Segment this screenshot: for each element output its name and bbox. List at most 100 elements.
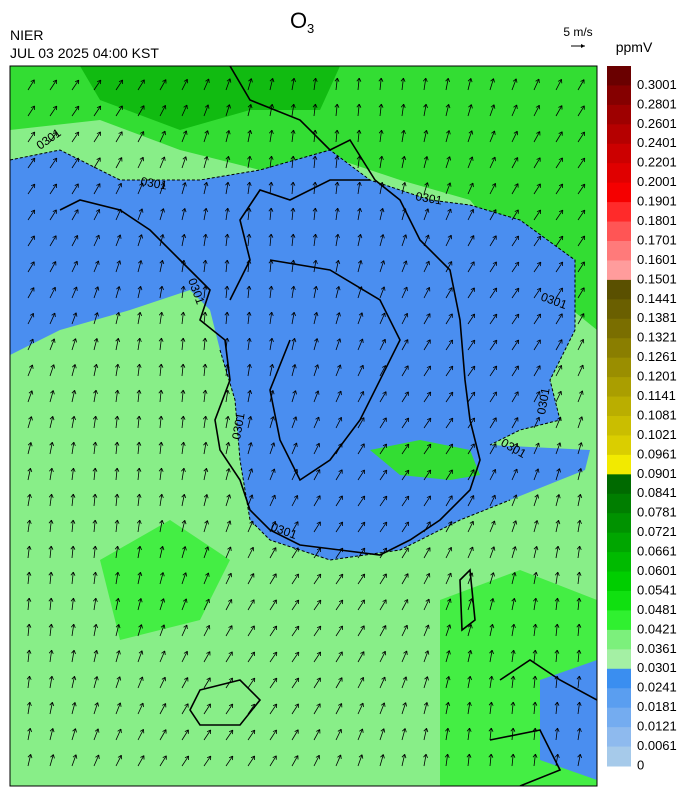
wind-arrow-head	[379, 181, 385, 187]
wind-arrow-head	[576, 623, 582, 628]
wind-arrow-head	[424, 650, 430, 655]
wind-arrow	[423, 676, 428, 689]
wind-arrow	[181, 364, 184, 377]
wind-arrow	[555, 754, 559, 767]
wind-arrow-head	[182, 598, 188, 603]
wind-arrow-head	[514, 313, 520, 319]
colorbar-box	[607, 338, 631, 359]
wind-arrow-head	[246, 207, 252, 212]
wind-arrow	[71, 131, 80, 143]
wind-arrow	[533, 676, 536, 689]
wind-arrow	[71, 572, 74, 585]
wind-arrow-head	[534, 468, 540, 473]
wind-arrow	[533, 78, 540, 91]
wind-arrow	[27, 650, 30, 663]
wind-arrow	[357, 625, 365, 637]
wind-arrow-head	[514, 365, 519, 370]
wind-arrow-head	[225, 415, 230, 421]
wind-arrow-head	[52, 235, 57, 240]
wind-arrow	[577, 390, 583, 403]
wind-arrow-head	[224, 337, 230, 342]
wind-arrow-head	[162, 79, 167, 84]
wind-arrow-head	[334, 155, 340, 160]
wind-arrow	[511, 183, 519, 195]
wind-arrow-head	[315, 442, 321, 448]
wind-arrow-head	[269, 78, 275, 83]
wind-arrow	[225, 677, 233, 689]
wind-arrow	[555, 235, 564, 247]
wind-arrow-head	[225, 156, 231, 161]
wind-arrow	[467, 130, 473, 143]
wind-arrow	[555, 468, 560, 481]
wind-arrow-head	[94, 702, 100, 707]
wind-arrow-head	[534, 520, 539, 525]
wind-arrow	[159, 156, 165, 169]
wind-arrow	[313, 182, 316, 195]
colorbar-label: 0.1021	[637, 427, 677, 442]
wind-arrow-head	[446, 156, 452, 161]
wind-arrow	[203, 78, 210, 91]
wind-arrow	[225, 260, 228, 273]
wind-arrow-head	[448, 417, 454, 423]
wind-arrow	[115, 728, 122, 741]
wind-arrow	[577, 287, 585, 299]
wind-arrow-head	[115, 624, 121, 629]
wind-arrow-head	[470, 287, 475, 292]
wind-arrow-head	[554, 623, 560, 628]
wind-arrow-head	[30, 183, 36, 189]
wind-arrow	[247, 104, 252, 117]
wind-arrow	[489, 728, 492, 741]
colorbar-box	[607, 746, 631, 767]
wind-arrow	[335, 443, 343, 455]
wind-arrow	[247, 130, 251, 143]
wind-arrow	[225, 364, 228, 377]
wind-arrow-head	[535, 442, 540, 448]
wind-arrow-head	[228, 651, 233, 656]
wind-arrow	[335, 130, 338, 143]
wind-arrow-head	[489, 624, 495, 629]
wind-arrow	[93, 754, 100, 767]
wind-arrow	[49, 572, 52, 585]
wind-arrow-head	[400, 103, 406, 108]
wind-arrow-head	[226, 520, 232, 525]
wind-arrow-head	[180, 389, 186, 394]
wind-arrow	[137, 572, 141, 585]
wind-arrow-head	[400, 77, 406, 82]
wind-arrow	[401, 78, 404, 91]
wind-arrow-head	[380, 260, 386, 265]
colorbar-box	[607, 124, 631, 145]
wind-arrow-head	[269, 337, 274, 343]
colorbar-box	[607, 707, 631, 728]
wind-arrow	[379, 260, 385, 273]
wind-arrow-head	[269, 390, 275, 395]
wind-arrow-head	[136, 441, 142, 446]
wind-arrow	[93, 312, 98, 325]
wind-arrow-head	[382, 521, 388, 527]
wind-arrow	[269, 78, 274, 91]
wind-arrow	[577, 754, 581, 767]
wind-arrow	[225, 468, 230, 481]
wind-arrow-head	[492, 261, 497, 266]
wind-arrow-head	[180, 285, 186, 290]
colorbar-label: 0.0301	[637, 660, 677, 675]
wind-arrow-head	[138, 234, 143, 239]
wind-arrow	[269, 625, 277, 637]
wind-arrow	[335, 364, 341, 377]
wind-arrow	[511, 287, 520, 299]
wind-arrow	[511, 572, 516, 585]
wind-arrow	[159, 364, 162, 377]
wind-arrow-head	[536, 287, 542, 293]
wind-arrow-head	[558, 339, 563, 344]
wind-arrow-head	[50, 338, 56, 343]
wind-arrow	[115, 572, 119, 585]
wind-arrow	[49, 287, 56, 299]
wind-arrow-head	[558, 131, 563, 136]
wind-arrow	[49, 209, 57, 221]
wind-arrow-head	[378, 129, 384, 134]
wind-arrow	[27, 313, 34, 325]
wind-arrow-head	[580, 105, 585, 110]
wind-arrow-head	[359, 338, 364, 343]
wind-arrow	[203, 260, 206, 273]
wind-arrow-head	[360, 521, 366, 527]
wind-arrow-head	[161, 130, 166, 136]
